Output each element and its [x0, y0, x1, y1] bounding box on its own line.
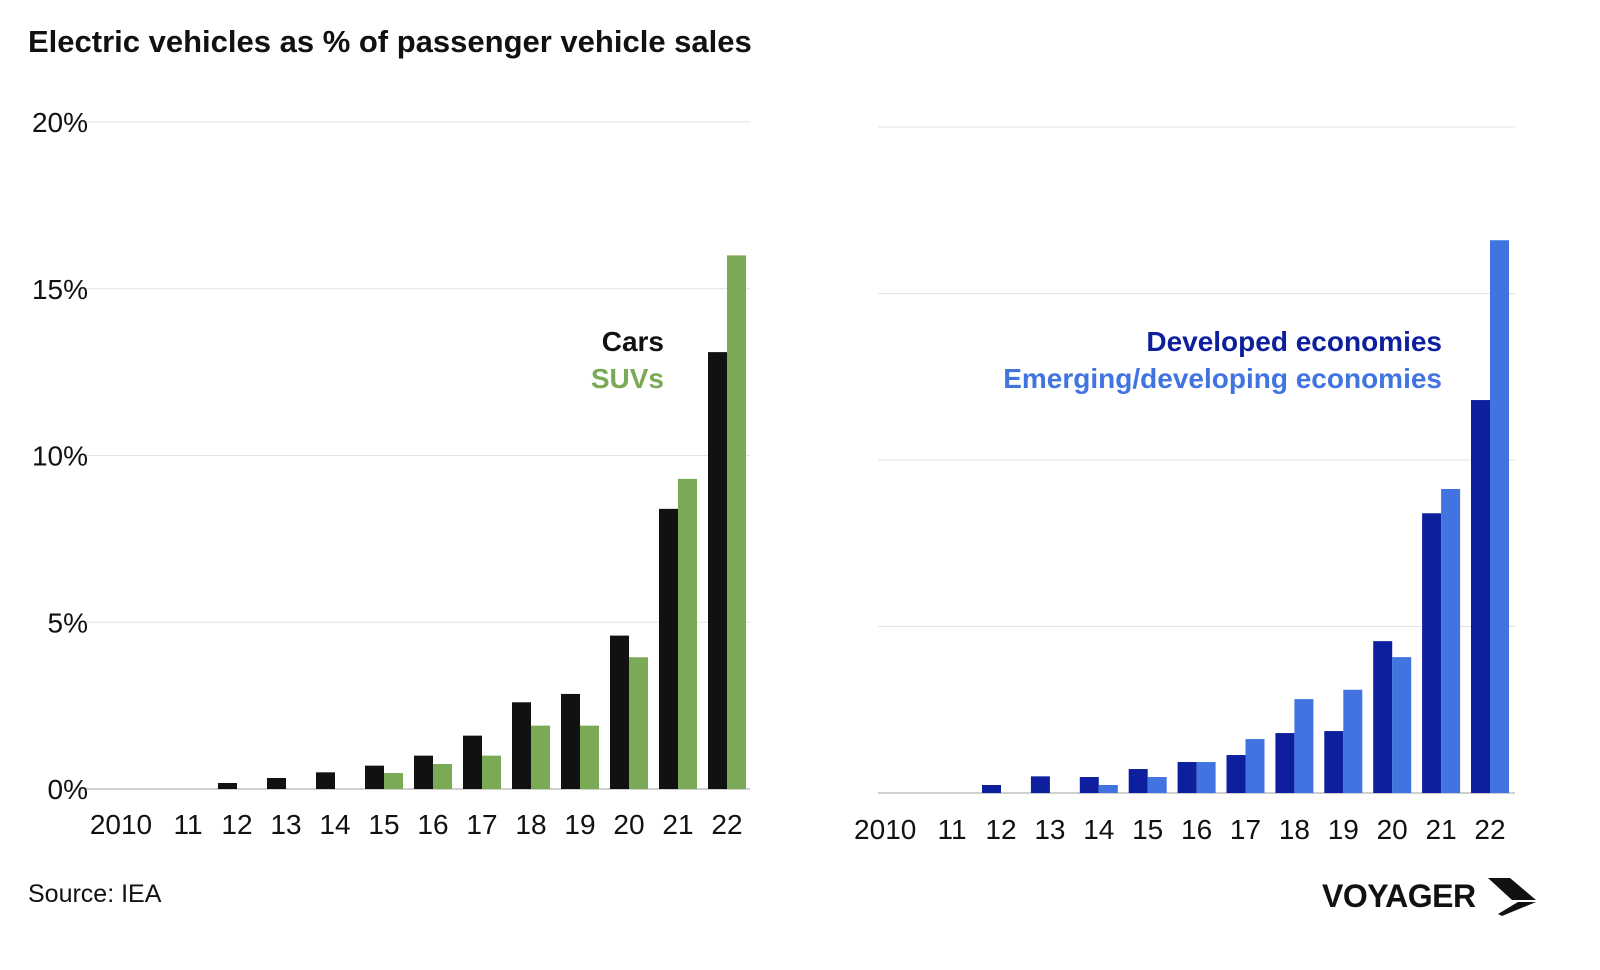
x-tick-label: 22 [711, 809, 742, 840]
x-tick-label: 19 [564, 809, 595, 840]
x-tick-label: 19 [1328, 814, 1359, 845]
chart-title: Electric vehicles as % of passenger vehi… [28, 24, 752, 59]
x-tick-label: 13 [1034, 814, 1065, 845]
bar-emerging-developing-economies-22 [1490, 240, 1509, 794]
x-tick-label: 2010 [854, 814, 916, 845]
bar-emerging-developing-economies-17 [1245, 739, 1265, 793]
bar-emerging-developing-economies-21 [1441, 488, 1461, 793]
bar-developed-economies-21 [1422, 513, 1442, 793]
x-tick-label: 16 [417, 809, 448, 840]
legend-cars: Cars [602, 326, 664, 357]
bar-suvs-22 [727, 255, 746, 789]
logo-arrow-icon [1487, 878, 1536, 916]
bar-emerging-developing-economies-20 [1392, 657, 1412, 793]
bar-cars-12 [218, 782, 237, 789]
x-tick-label: 14 [1083, 814, 1114, 845]
x-tick-label: 20 [613, 809, 644, 840]
bar-cars-16 [414, 755, 433, 789]
legend-emerging-developing-economies: Emerging/developing economies [1003, 363, 1442, 394]
bar-developed-economies-19 [1324, 731, 1344, 793]
bar-cars-18 [512, 702, 531, 789]
bar-cars-22 [708, 352, 727, 789]
bar-suvs-21 [678, 478, 697, 789]
x-tick-label: 15 [368, 809, 399, 840]
bar-developed-economies-22 [1471, 400, 1490, 793]
y-tick-label: 0% [48, 774, 88, 805]
x-tick-label: 18 [515, 809, 546, 840]
voyager-logo: VOYAGER [1322, 876, 1536, 916]
bar-suvs-16 [433, 763, 452, 789]
bar-suvs-18 [531, 725, 550, 789]
x-tick-label: 18 [1279, 814, 1310, 845]
x-tick-label: 12 [221, 809, 252, 840]
x-tick-label: 11 [173, 809, 202, 840]
x-tick-label: 21 [1426, 814, 1457, 845]
bar-cars-15 [365, 765, 384, 789]
bar-emerging-developing-economies-16 [1196, 762, 1216, 793]
bar-suvs-17 [482, 755, 501, 789]
bar-emerging-developing-economies-14 [1098, 785, 1118, 793]
y-tick-label: 20% [32, 107, 88, 138]
y-tick-label: 15% [32, 274, 88, 305]
y-tick-label: 10% [32, 441, 88, 472]
logo-text: VOYAGER [1322, 877, 1476, 914]
x-tick-label: 17 [466, 809, 497, 840]
x-tick-label: 2010 [90, 809, 152, 840]
x-tick-label: 15 [1132, 814, 1163, 845]
legend-developed-economies: Developed economies [1146, 326, 1442, 357]
legend-suvs: SUVs [591, 363, 664, 394]
bar-developed-economies-17 [1226, 755, 1246, 793]
x-tick-label: 21 [662, 809, 693, 840]
x-tick-label: 20 [1377, 814, 1408, 845]
bar-cars-20 [610, 635, 629, 789]
x-tick-label: 22 [1474, 814, 1505, 845]
bar-cars-21 [659, 508, 678, 789]
x-tick-label: 16 [1181, 814, 1212, 845]
bar-developed-economies-12 [982, 785, 1001, 793]
bar-developed-economies-20 [1373, 641, 1393, 793]
y-tick-label: 5% [48, 607, 88, 638]
bar-cars-13 [267, 777, 286, 789]
bar-developed-economies-13 [1030, 776, 1050, 793]
source-note: Source: IEA [28, 880, 162, 908]
bar-cars-17 [463, 735, 482, 789]
bar-developed-economies-16 [1177, 762, 1197, 793]
x-tick-label: 14 [319, 809, 350, 840]
x-tick-label: 11 [938, 814, 967, 845]
x-tick-label: 12 [985, 814, 1016, 845]
bar-suvs-20 [629, 657, 648, 789]
bar-emerging-developing-economies-19 [1343, 689, 1363, 793]
x-tick-label: 17 [1230, 814, 1261, 845]
bar-developed-economies-14 [1079, 777, 1099, 793]
bar-developed-economies-18 [1275, 733, 1295, 793]
bar-emerging-developing-economies-18 [1294, 699, 1314, 793]
bar-suvs-19 [580, 725, 599, 789]
x-tick-label: 13 [270, 809, 301, 840]
bar-suvs-15 [384, 772, 403, 789]
bar-developed-economies-15 [1128, 769, 1148, 793]
bar-cars-14 [316, 772, 335, 789]
bar-emerging-developing-economies-15 [1147, 777, 1167, 793]
bar-cars-19 [561, 693, 580, 789]
